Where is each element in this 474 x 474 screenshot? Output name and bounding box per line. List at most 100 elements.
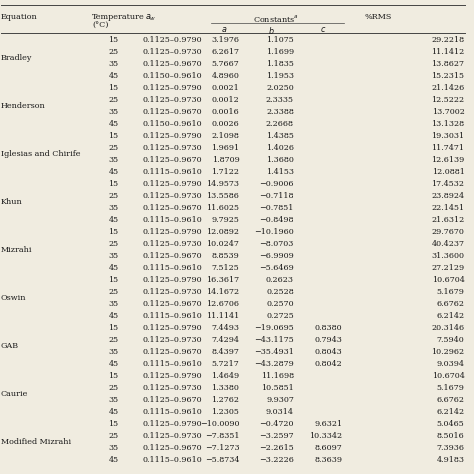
Text: 1.4026: 1.4026 xyxy=(266,144,294,152)
Text: 5.7667: 5.7667 xyxy=(211,60,239,68)
Text: 0.1125–0.9730: 0.1125–0.9730 xyxy=(142,240,202,248)
Text: 29.7670: 29.7670 xyxy=(432,228,465,236)
Text: 13.1328: 13.1328 xyxy=(431,120,465,128)
Text: 25: 25 xyxy=(109,144,118,152)
Text: 6.2617: 6.2617 xyxy=(211,48,239,56)
Text: 1.4385: 1.4385 xyxy=(266,132,294,140)
Text: 4.8960: 4.8960 xyxy=(211,72,239,80)
Text: 0.1125–0.9670: 0.1125–0.9670 xyxy=(142,300,202,308)
Text: 1.8709: 1.8709 xyxy=(211,156,239,164)
Text: −10.0090: −10.0090 xyxy=(200,420,239,428)
Text: 8.6097: 8.6097 xyxy=(314,444,342,452)
Text: 13.5586: 13.5586 xyxy=(207,192,239,200)
Text: 0.1125–0.9730: 0.1125–0.9730 xyxy=(142,48,202,56)
Text: 5.7217: 5.7217 xyxy=(211,360,239,368)
Text: −3.2597: −3.2597 xyxy=(259,432,294,440)
Text: (°C): (°C) xyxy=(92,21,109,29)
Text: 12.6139: 12.6139 xyxy=(431,156,465,164)
Text: 25: 25 xyxy=(109,96,118,104)
Text: 0.1125–0.9730: 0.1125–0.9730 xyxy=(142,144,202,152)
Text: 1.4153: 1.4153 xyxy=(266,168,294,176)
Text: −7.1273: −7.1273 xyxy=(205,444,239,452)
Text: 0.1125–0.9730: 0.1125–0.9730 xyxy=(142,384,202,392)
Text: 1.1953: 1.1953 xyxy=(266,72,294,80)
Text: 45: 45 xyxy=(109,72,118,80)
Text: 21.6312: 21.6312 xyxy=(431,216,465,224)
Text: 2.0250: 2.0250 xyxy=(266,84,294,92)
Text: 45: 45 xyxy=(109,264,118,272)
Text: 0.1115–0.9610: 0.1115–0.9610 xyxy=(142,456,202,465)
Text: 6.6762: 6.6762 xyxy=(437,396,465,404)
Text: 0.1125–0.9790: 0.1125–0.9790 xyxy=(142,420,202,428)
Text: 8.4397: 8.4397 xyxy=(211,348,239,356)
Text: 1.1835: 1.1835 xyxy=(266,60,294,68)
Text: 35: 35 xyxy=(109,348,118,356)
Text: 1.1699: 1.1699 xyxy=(266,48,294,56)
Text: 35: 35 xyxy=(109,396,118,404)
Text: −0.4720: −0.4720 xyxy=(259,420,294,428)
Text: 1.9691: 1.9691 xyxy=(211,144,239,152)
Text: 0.0016: 0.0016 xyxy=(211,108,239,116)
Text: 0.8043: 0.8043 xyxy=(314,348,342,356)
Text: 8.8539: 8.8539 xyxy=(211,252,239,260)
Text: 0.1125–0.9730: 0.1125–0.9730 xyxy=(142,288,202,296)
Text: 9.6321: 9.6321 xyxy=(314,420,342,428)
Text: Temperature: Temperature xyxy=(92,12,145,20)
Text: 9.7925: 9.7925 xyxy=(211,216,239,224)
Text: 15.2315: 15.2315 xyxy=(431,72,465,80)
Text: 15: 15 xyxy=(109,84,118,92)
Text: 0.7943: 0.7943 xyxy=(314,336,342,344)
Text: 2.2668: 2.2668 xyxy=(266,120,294,128)
Text: 11.6025: 11.6025 xyxy=(206,204,239,212)
Text: 25: 25 xyxy=(109,192,118,200)
Text: 25: 25 xyxy=(109,336,118,344)
Text: Constants$^{a}$: Constants$^{a}$ xyxy=(253,12,299,24)
Text: 35: 35 xyxy=(109,300,118,308)
Text: 0.1115–0.9610: 0.1115–0.9610 xyxy=(142,360,202,368)
Text: −0.7851: −0.7851 xyxy=(259,204,294,212)
Text: 6.2142: 6.2142 xyxy=(437,408,465,416)
Text: Iglesias and Chirife: Iglesias and Chirife xyxy=(1,150,81,158)
Text: 0.2623: 0.2623 xyxy=(266,276,294,284)
Text: Modified Mizrahi: Modified Mizrahi xyxy=(1,438,71,447)
Text: 0.1125–0.9670: 0.1125–0.9670 xyxy=(142,156,202,164)
Text: 6.6762: 6.6762 xyxy=(437,300,465,308)
Text: Mizrahi: Mizrahi xyxy=(1,246,32,254)
Text: 29.2218: 29.2218 xyxy=(431,36,465,44)
Text: 1.3680: 1.3680 xyxy=(266,156,294,164)
Text: 0.0021: 0.0021 xyxy=(211,84,239,92)
Text: 15: 15 xyxy=(109,276,118,284)
Text: −5.8734: −5.8734 xyxy=(205,456,239,465)
Text: 0.1125–0.9670: 0.1125–0.9670 xyxy=(142,108,202,116)
Text: 13.7002: 13.7002 xyxy=(432,108,465,116)
Text: −2.2615: −2.2615 xyxy=(259,444,294,452)
Text: 0.1125–0.9730: 0.1125–0.9730 xyxy=(142,336,202,344)
Text: 4.9183: 4.9183 xyxy=(437,456,465,465)
Text: 1.2762: 1.2762 xyxy=(211,396,239,404)
Text: 0.1125–0.9790: 0.1125–0.9790 xyxy=(142,132,202,140)
Text: −0.7118: −0.7118 xyxy=(259,192,294,200)
Text: 6.2142: 6.2142 xyxy=(437,312,465,320)
Text: 25: 25 xyxy=(109,384,118,392)
Text: −6.9909: −6.9909 xyxy=(259,252,294,260)
Text: 1.3380: 1.3380 xyxy=(211,384,239,392)
Text: 35: 35 xyxy=(109,60,118,68)
Text: −7.8351: −7.8351 xyxy=(205,432,239,440)
Text: GAB: GAB xyxy=(1,342,19,350)
Text: −0.8498: −0.8498 xyxy=(259,216,294,224)
Text: 0.1115–0.9610: 0.1115–0.9610 xyxy=(142,408,202,416)
Text: %RMS: %RMS xyxy=(365,12,392,20)
Text: 20.3146: 20.3146 xyxy=(431,324,465,332)
Text: 0.8042: 0.8042 xyxy=(314,360,342,368)
Text: 0.0012: 0.0012 xyxy=(211,96,239,104)
Text: 7.4493: 7.4493 xyxy=(211,324,239,332)
Text: 15: 15 xyxy=(109,324,118,332)
Text: −43.1175: −43.1175 xyxy=(254,336,294,344)
Text: 0.0026: 0.0026 xyxy=(211,120,239,128)
Text: Bradley: Bradley xyxy=(1,54,32,62)
Text: 27.2129: 27.2129 xyxy=(431,264,465,272)
Text: 22.1451: 22.1451 xyxy=(431,204,465,212)
Text: 25: 25 xyxy=(109,48,118,56)
Text: 0.1150–0.9610: 0.1150–0.9610 xyxy=(142,72,202,80)
Text: 15: 15 xyxy=(109,228,118,236)
